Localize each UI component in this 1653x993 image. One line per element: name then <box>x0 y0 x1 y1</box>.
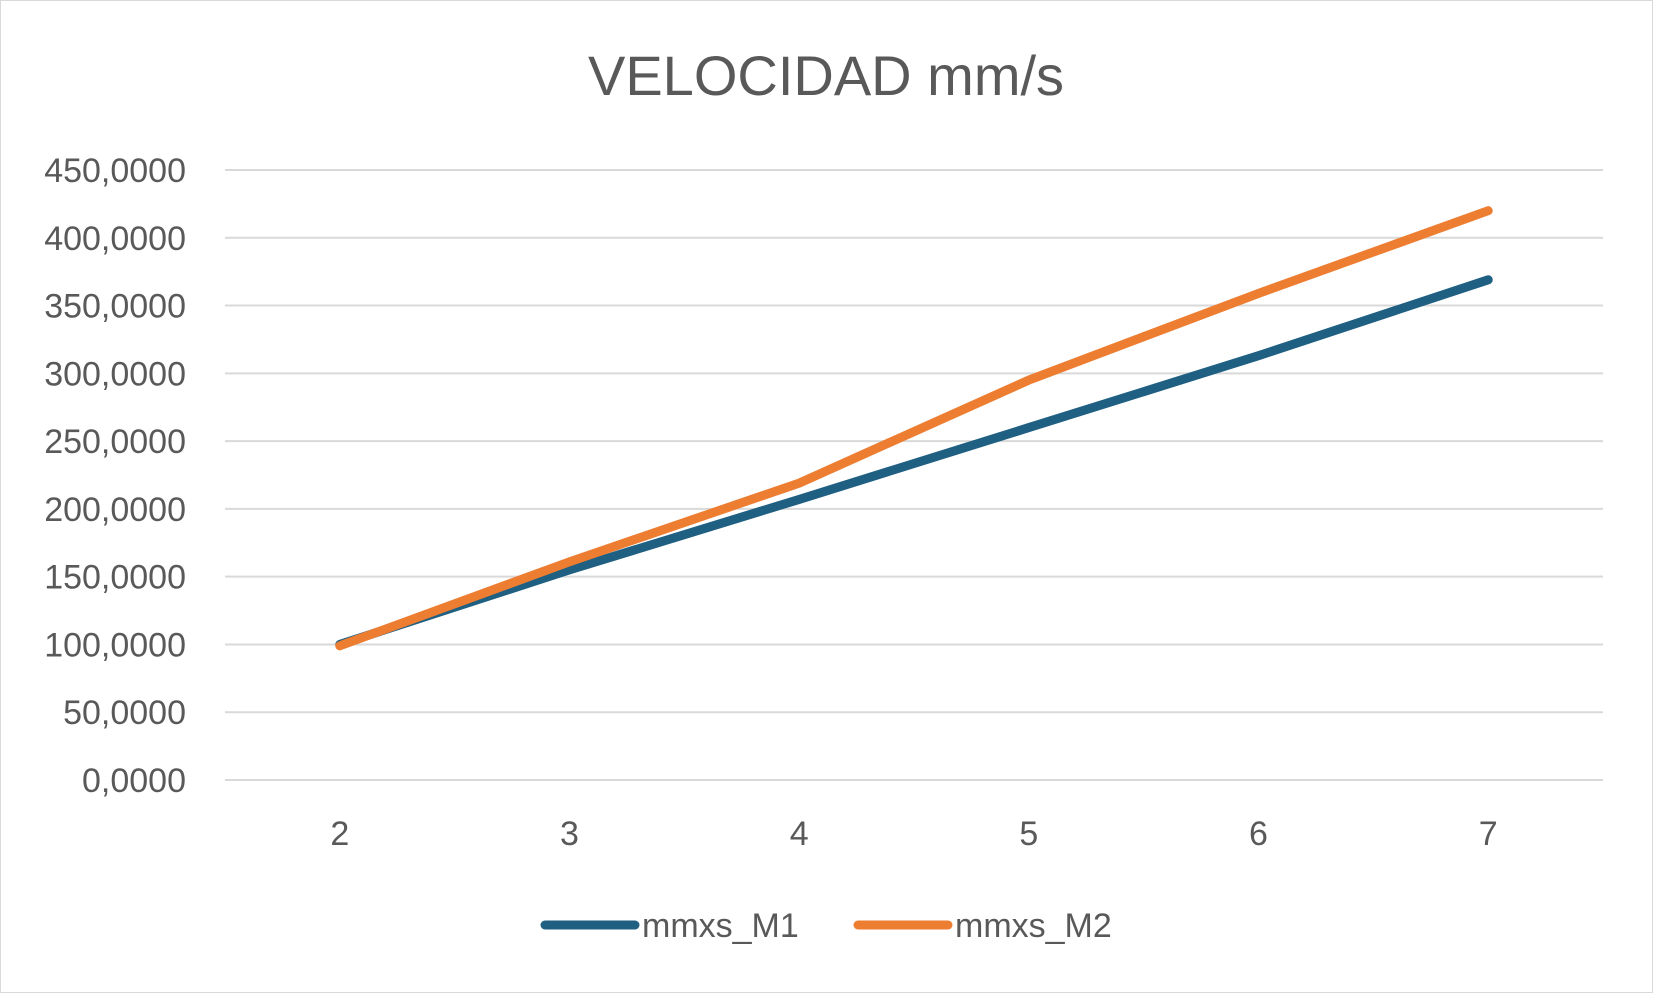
y-tick-label: 0,0000 <box>82 762 186 800</box>
legend-label: mmxs_M1 <box>642 907 799 945</box>
y-tick-label: 400,0000 <box>44 220 186 258</box>
y-tick-label: 100,0000 <box>44 626 186 664</box>
y-axis-tick-labels: 0,0000 50,0000 100,0000 150,0000 200,0000 250… <box>44 152 186 800</box>
x-tick-label: 3 <box>560 815 579 853</box>
x-tick-label: 4 <box>790 815 809 853</box>
series-line-mmxs_M2 <box>335 206 1493 651</box>
y-tick-label: 450,0000 <box>44 152 186 190</box>
legend-item-mmxs_M2[interactable]: mmxs_M2 <box>853 907 1112 945</box>
series-lines <box>335 206 1493 651</box>
y-tick-label: 250,0000 <box>44 423 186 461</box>
chart-title: VELOCIDAD mm/s <box>588 44 1064 107</box>
y-tick-label: 200,0000 <box>44 491 186 529</box>
x-tick-label: 5 <box>1019 815 1038 853</box>
x-tick-label: 6 <box>1249 815 1268 853</box>
y-tick-label: 50,0000 <box>63 694 186 732</box>
legend-item-mmxs_M1[interactable]: mmxs_M1 <box>540 907 799 945</box>
y-tick-label: 350,0000 <box>44 288 186 326</box>
x-tick-label: 7 <box>1479 815 1498 853</box>
x-axis-tick-labels: 2 3 4 5 6 7 <box>330 815 1497 853</box>
legend[interactable]: mmxs_M1 mmxs_M2 <box>540 907 1112 945</box>
y-tick-label: 300,0000 <box>44 355 186 393</box>
y-tick-label: 150,0000 <box>44 559 186 597</box>
series-line-mmxs_M1 <box>335 275 1493 649</box>
x-tick-label: 2 <box>330 815 349 853</box>
legend-label: mmxs_M2 <box>955 907 1112 945</box>
gridlines <box>225 169 1603 781</box>
